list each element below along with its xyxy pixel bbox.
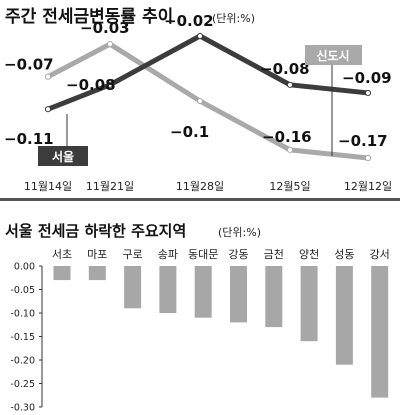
bar-7 [300,266,318,342]
y-tick-label-6: -0.30 [10,403,35,414]
point-new-town-2 [196,97,204,105]
legend-label-seoul: 서울 [52,149,74,164]
value-label-new-town-4: −0.17 [338,132,388,150]
bar-chart: 0.00 -0.05 -0.10 -0.15 -0.20 -0.25 -0.30 서초 마포 구로… [10,247,389,414]
category-label-9: 강서 [370,248,390,261]
y-tick-label-2: -0.10 [10,309,35,320]
bar-2 [124,266,142,309]
y-tick-label-1: -0.05 [10,285,35,296]
point-seoul-2 [196,32,204,40]
point-seoul-1 [106,81,114,88]
bar-6 [265,266,283,328]
x-tick-label-0: 11월14일 [24,179,72,193]
line-chart: −0.11 −0.08 −0.02 −0.08 −0.09 −0.07 −0.03 −0.1 −… [4,12,392,193]
category-label-8: 성동 [334,248,354,261]
point-seoul-3 [286,81,294,88]
point-new-town-0 [44,73,52,80]
y-tick-label-0: 0.00 [14,262,35,273]
category-label-3: 송파 [158,248,178,261]
category-label-7: 양천 [299,247,319,261]
bar-5 [230,266,247,323]
category-label-2: 구로 [122,248,142,261]
bar-chart-title: 서울 전세금 하락한 주요지역 [5,222,186,240]
legend-box-seoul [38,146,88,166]
y-tick-label-5: -0.25 [10,379,35,390]
x-tick-label-2: 11월28일 [176,179,224,193]
category-label-1: 마포 [87,248,107,261]
legend-label-new-town: 신도시 [316,48,349,63]
x-tick-label-4: 12월12일 [344,179,392,193]
legend-box-new-town [305,45,362,65]
point-seoul-4 [364,89,372,97]
category-label-0: 서초 [52,248,72,261]
bar-0 [53,266,71,281]
x-tick-label-1: 11월21일 [86,179,134,193]
value-label-new-town-0: −0.07 [4,56,54,74]
point-new-town-4 [364,154,372,162]
bar-3 [159,266,177,313]
value-label-seoul-1: −0.08 [66,76,116,94]
value-label-new-town-2: −0.1 [170,123,209,141]
point-seoul-0 [44,106,52,113]
y-tick-label-3: -0.15 [10,332,35,343]
chart-divider [0,198,400,201]
category-label-6: 금천 [264,247,284,261]
bar-1 [88,266,106,281]
category-label-5: 강동 [228,248,248,261]
bar-9 [371,266,389,398]
category-label-4: 동대문 [188,248,218,261]
value-label-seoul-3: −0.08 [260,60,310,78]
point-new-town-3 [286,146,294,153]
point-new-town-1 [106,41,114,48]
y-tick-label-4: -0.20 [10,356,35,367]
line-chart-title: 주간 전세금변동률 추이 [5,7,173,27]
bar-8 [335,266,353,365]
value-label-seoul-2: −0.02 [164,12,214,30]
value-label-seoul-4: −0.09 [342,69,392,87]
value-label-new-town-3: −0.16 [262,128,312,146]
value-label-new-town-1: −0.03 [80,19,130,37]
bar-chart-unit: (단위:%) [218,226,261,239]
line-chart-unit: (단위:%) [212,12,255,25]
value-label-seoul-0: −0.11 [4,130,54,148]
x-tick-label-3: 12월5일 [269,179,310,193]
bar-4 [194,266,212,318]
